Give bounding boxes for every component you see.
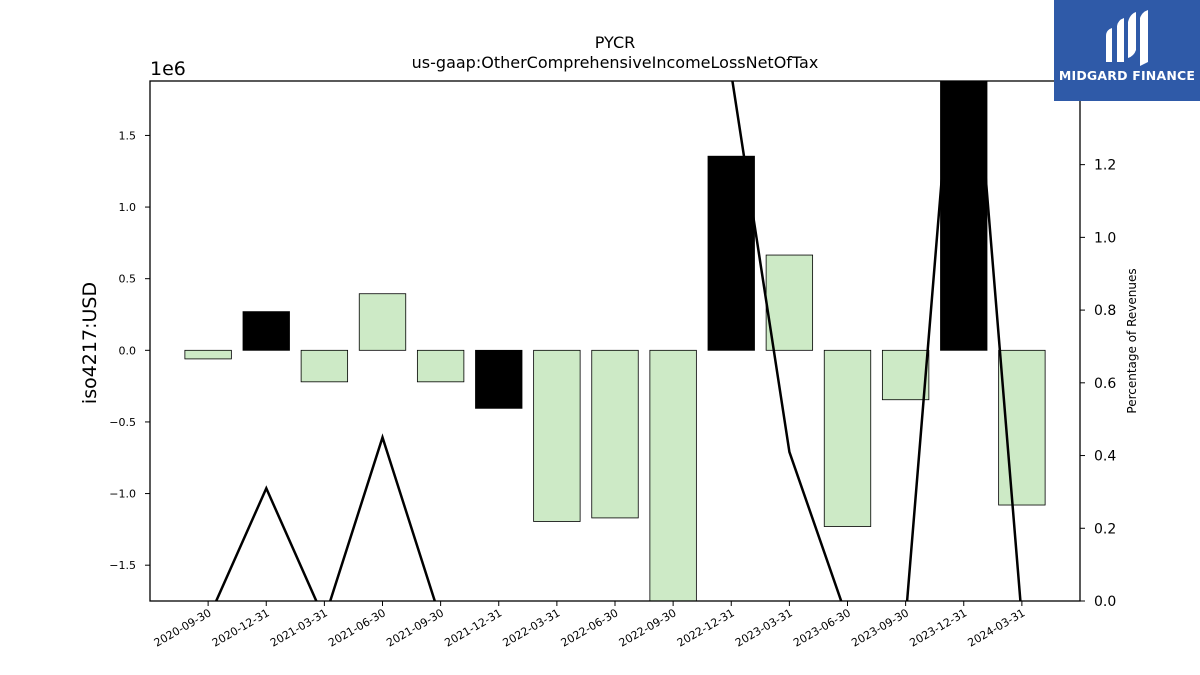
x-tick-label: 2021-03-31 [268,606,330,649]
logo: MIDGARD FINANCE [1054,0,1200,101]
x-tick-label: 2023-09-30 [849,606,911,649]
x-tick-label: 2023-06-30 [791,606,853,649]
y-tick-label: 0.5 [119,273,137,286]
x-tick-label: 2022-03-31 [501,606,563,649]
y-tick-label: −0.5 [109,416,136,429]
chart-title: PYCR [595,33,635,52]
percentage-line-segment-0 [214,433,437,601]
y-tick-label: 1.0 [119,201,137,214]
y-axis-label: iso4217:USD [79,282,101,404]
y-tick-label: 0.0 [119,344,137,357]
bar-2022-03-31 [533,349,581,522]
x-tick-label: 2022-06-30 [559,606,621,649]
x-tick-label: 2023-03-31 [733,606,795,649]
x-tick-label: 2020-12-31 [210,606,272,649]
x-tick-label: 2022-12-31 [675,606,737,649]
y2-tick-label: 1.0 [1094,230,1116,246]
y2-tick-label: 0.2 [1094,521,1116,537]
y2-tick-label: 0.0 [1094,594,1116,610]
x-tick-label: 2023-12-31 [907,606,969,649]
x-tick-label: 2021-12-31 [442,606,504,649]
bar-2022-09-30 [649,349,697,601]
y-multiplier-label: 1e6 [150,58,186,80]
bar-2021-03-31 [300,349,349,383]
bar-2020-12-31 [242,311,290,351]
x-tick-label: 2020-09-30 [152,606,214,649]
bar-2022-12-31 [707,155,755,351]
y2-axis-label: Percentage of Revenues [1125,268,1139,413]
midgard-logo-icon [1106,10,1148,66]
x-tick-label: 2022-09-30 [617,606,679,649]
x-tick-label: 2024-03-31 [966,606,1028,649]
bar-2023-09-30 [881,349,930,401]
bar-2023-06-30 [823,349,872,527]
bar-2023-03-31 [765,254,814,351]
bar-2021-06-30 [358,293,407,351]
y2-tick-label: 0.6 [1094,376,1116,392]
bar-2023-12-31 [940,81,988,351]
y2-tick-label: 0.8 [1094,303,1116,319]
x-tick-label: 2021-09-30 [384,606,446,649]
y-tick-label: −1.5 [109,559,136,572]
y2-tick-label: 0.4 [1094,449,1116,465]
logo-text: MIDGARD FINANCE [1058,68,1196,83]
bar-2020-09-30 [184,349,232,360]
y2-tick-label: 1.2 [1094,158,1116,174]
bar-2022-06-30 [591,349,639,519]
x-tick-label: 2021-06-30 [326,606,388,649]
bar-2021-09-30 [416,349,465,383]
y-tick-label: −1.0 [109,488,136,501]
y-tick-label: 1.5 [119,129,137,142]
percentage-line-segment-1 [731,81,1022,601]
chart-subtitle: us-gaap:OtherComprehensiveIncomeLossNetO… [412,53,819,72]
bar-2021-12-31 [475,349,523,409]
